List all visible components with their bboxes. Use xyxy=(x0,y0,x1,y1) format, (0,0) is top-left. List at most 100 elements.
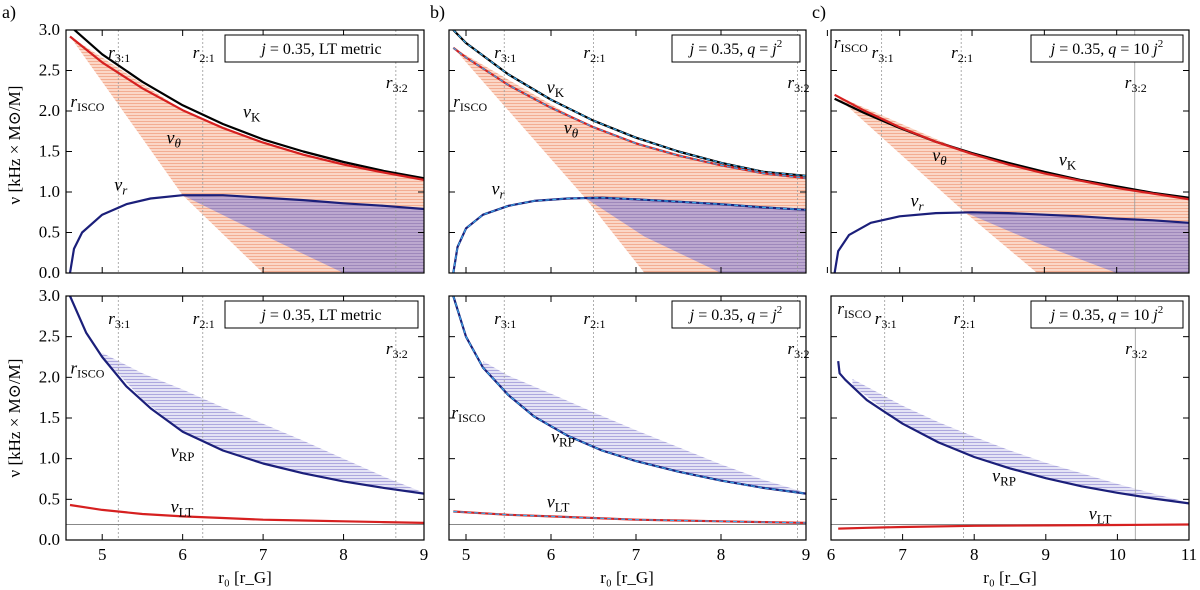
y-tick-label: 2.0 xyxy=(39,101,60,120)
shaded-region-band xyxy=(102,352,424,494)
legend-text: j = 0.35, q = 10 j2 xyxy=(1049,38,1163,58)
x-tick-label: 7 xyxy=(259,545,268,564)
resonance-label-r3-1: r3:1 xyxy=(108,43,130,65)
annotation-rISCO: rISCO xyxy=(70,358,104,380)
y-tick-label: 1.0 xyxy=(39,182,60,201)
x-tick-label: 8 xyxy=(717,545,726,564)
y-tick-label: 2.0 xyxy=(39,367,60,386)
shaded-region-lower-band xyxy=(585,197,806,273)
resonance-label-r3-2: r3:2 xyxy=(386,73,408,95)
resonance-label-r2-1: r2:1 xyxy=(584,309,606,331)
resonance-label-r3-2: r3:2 xyxy=(788,339,810,361)
annotation-νK: νK xyxy=(1059,149,1077,172)
series-νθ xyxy=(834,93,1189,201)
shaded-region-band xyxy=(852,379,1189,504)
plot-area xyxy=(833,30,1189,273)
resonance-label-r2-1: r2:1 xyxy=(951,43,973,65)
annotation-νRP: νRP xyxy=(171,441,195,464)
resonance-label-r3-1: r3:1 xyxy=(872,43,894,65)
annotation-νθ: νθ xyxy=(932,145,947,168)
resonance-label-r3-2: r3:2 xyxy=(788,73,810,95)
series-νRP xyxy=(837,360,1189,505)
plot-area xyxy=(452,30,806,273)
resonance-label-r2-1: r2:1 xyxy=(193,309,215,331)
resonance-label-r3-1: r3:1 xyxy=(494,309,516,331)
y-tick-label: 1.5 xyxy=(39,142,60,161)
annotation-νRP: νRP xyxy=(992,465,1016,488)
shaded-region-lower-band xyxy=(964,212,1189,273)
annotation-rISCO: rISCO xyxy=(837,299,871,321)
panel-label: a) xyxy=(2,2,16,23)
annotation-νRP: νRP xyxy=(551,426,575,449)
shaded-region-lower-band xyxy=(182,195,424,273)
resonance-label-r3-1: r3:1 xyxy=(875,309,897,331)
panel-label: c) xyxy=(812,2,826,23)
annotation-νLT: νLT xyxy=(171,496,194,519)
y-tick-label: 3.0 xyxy=(39,20,60,39)
series-overlay-νK xyxy=(452,30,806,177)
series-overlay-νRP xyxy=(452,296,806,495)
y-tick-label: 0.0 xyxy=(39,530,60,549)
plot-area xyxy=(68,30,424,273)
x-axis-title-a: r₀ [r_G] xyxy=(218,568,272,587)
plot-area xyxy=(831,296,1189,540)
annotation-νr: νr xyxy=(911,191,925,214)
resonance-label-r3-1: r3:1 xyxy=(108,309,130,331)
panel-a-bottom: 5 6 7 8 9 0.0 0.5 1.0 1.5 2.0 2.5 3.0 r3:1 r2:1 r3:2 νR… xyxy=(39,286,429,564)
shaded-region-band xyxy=(483,361,806,494)
x-tick-label: 9 xyxy=(420,545,429,564)
annotation-νLT: νLT xyxy=(547,491,570,514)
series-νLT xyxy=(69,503,424,524)
y-axis-title-bottom: ν [kHz × M⊙/M] xyxy=(5,359,24,478)
panel-b-bottom: 5 6 7 8 9 r3:1 r2:1 r3:2 νRP νLT rISCO j = 0.35, q … xyxy=(448,295,811,564)
legend-text: j = 0.35, LT metric xyxy=(259,41,381,58)
resonance-label-r3-2: r3:2 xyxy=(386,339,408,361)
annotation-νθ: νθ xyxy=(564,118,579,141)
x-tick-label: 8 xyxy=(970,545,979,564)
x-tick-label: 6 xyxy=(547,545,556,564)
x-tick-label: 5 xyxy=(462,545,471,564)
x-tick-label: 6 xyxy=(827,545,836,564)
annotation-rISCO: rISCO xyxy=(834,33,868,55)
resonance-label-r3-2: r3:2 xyxy=(1125,73,1147,95)
legend-box xyxy=(671,34,801,63)
series-νLT xyxy=(838,523,1189,530)
y-tick-label: 2.5 xyxy=(39,61,60,80)
series-overlay-νLT xyxy=(453,510,806,524)
annotation-νθ: νθ xyxy=(167,127,182,150)
x-tick-label: 7 xyxy=(632,545,641,564)
x-axis-title-c: r₀ [r_G] xyxy=(983,568,1037,587)
series-νθ xyxy=(69,35,424,181)
legend-box xyxy=(671,300,801,329)
annotation-rISCO: rISCO xyxy=(452,403,486,425)
y-tick-label: 1.5 xyxy=(39,408,60,427)
annotation-νr: νr xyxy=(492,178,506,201)
y-tick-label: 1.0 xyxy=(39,449,60,468)
series-overlay-νθ xyxy=(452,47,806,179)
plot-area xyxy=(449,296,806,540)
series-νr xyxy=(68,194,424,273)
panel-b-top: r3:1 r2:1 r3:2 νK νθ νr rISCO j = 0.35, q = j2 b… xyxy=(430,2,810,274)
panel-label: b) xyxy=(430,2,445,23)
resonance-label-r2-1: r2:1 xyxy=(953,309,975,331)
x-tick-label: 6 xyxy=(178,545,187,564)
series-νK xyxy=(72,30,424,180)
y-tick-label: 3.0 xyxy=(39,286,60,305)
x-axis-title-b: r₀ [r_G] xyxy=(600,568,654,587)
axes-frame xyxy=(448,295,807,541)
y-tick-label: 2.5 xyxy=(39,327,60,346)
y-tick-label: 0.0 xyxy=(39,263,60,282)
x-tick-label: 9 xyxy=(802,545,811,564)
y-axis-title-top: ν [kHz × M⊙/M] xyxy=(5,86,24,205)
series-νr xyxy=(833,211,1189,273)
series-overlay-νr xyxy=(452,197,806,273)
y-tick-label: 0.5 xyxy=(39,489,60,508)
annotation-rISCO: rISCO xyxy=(70,92,104,114)
annotation-rISCO: rISCO xyxy=(453,92,487,114)
resonance-label-r2-1: r2:1 xyxy=(193,43,215,65)
legend-text: j = 0.35, LT metric xyxy=(259,307,381,324)
series-νRP xyxy=(68,296,424,495)
annotation-νr: νr xyxy=(114,174,128,197)
